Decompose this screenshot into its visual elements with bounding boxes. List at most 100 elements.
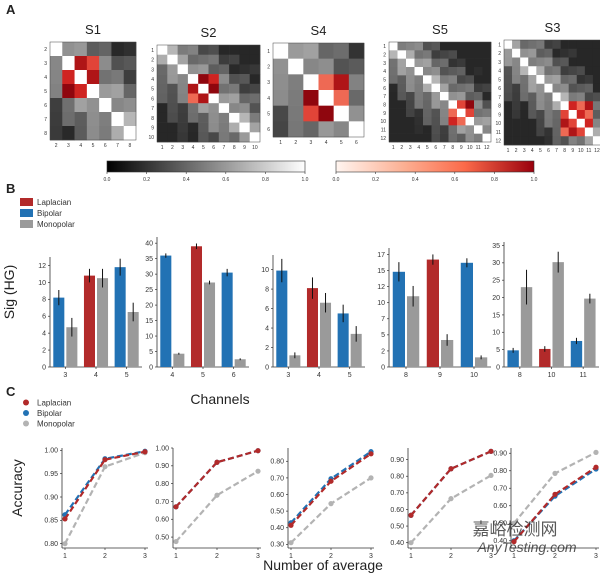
heatmap-cell: [584, 66, 594, 76]
heatmap-cell: [187, 74, 199, 85]
heatmap-cell: [482, 92, 492, 101]
bar-monopolar: [173, 353, 185, 367]
heatmap-cell: [568, 92, 578, 102]
y-tick-label: 5: [381, 332, 385, 339]
y-tick-label: 0.80: [155, 481, 169, 488]
point-laplacian: [288, 522, 294, 528]
heatmap-cell: [74, 98, 88, 113]
heatmap-cell: [576, 40, 586, 50]
heatmap-y-tick: 8: [44, 131, 47, 137]
heatmap-cell: [431, 92, 441, 101]
heatmap-cell: [576, 57, 586, 67]
heatmap-cell: [249, 122, 261, 133]
heatmap-cell: [482, 75, 492, 84]
heatmap-cell: [465, 100, 475, 109]
heatmap-cell: [218, 74, 230, 85]
heatmap-cell: [474, 50, 483, 59]
heatmap-cell: [414, 75, 424, 84]
heatmap-cell: [512, 118, 521, 128]
heatmap-cell: [423, 75, 432, 84]
heatmap-cell: [111, 56, 125, 71]
heatmap-cell: [249, 74, 261, 85]
bar-monopolar: [97, 278, 109, 367]
colorbar-tick-label: 0.2: [372, 177, 379, 183]
heatmap-cell: [482, 100, 492, 109]
heatmap-cell: [465, 92, 475, 101]
bar-monopolar: [441, 339, 454, 367]
heatmap-y-tick: 8: [151, 116, 154, 122]
heatmap-cell: [465, 125, 475, 134]
x-tick-label: 11: [580, 372, 587, 379]
line-monopolar: [290, 476, 372, 544]
panel-label-a: A: [6, 2, 16, 17]
y-tick-label: 0.80: [270, 459, 284, 466]
heatmap-cell: [414, 125, 424, 134]
heatmap-cell: [303, 90, 319, 106]
x-tick-label: 9: [438, 372, 442, 379]
heatmap-cell: [414, 108, 424, 118]
heatmap-cell: [440, 75, 449, 84]
heatmap-border: [503, 39, 600, 146]
heatmap-cell: [239, 64, 250, 75]
bar-laplacian: [539, 348, 551, 367]
heatmap-cell: [592, 75, 600, 85]
heatmap-cell: [397, 133, 407, 143]
heatmap-cell: [568, 136, 578, 146]
heatmap-x-tick: 4: [531, 148, 534, 154]
x-tick-label: 1: [63, 553, 67, 560]
x-tick-label: 4: [170, 372, 174, 379]
heatmap-cell: [440, 42, 449, 51]
heatmap-cell: [348, 43, 365, 59]
heatmap-cell: [448, 50, 458, 59]
bar-subplot-5: 0 5 10 15 20 25 30 35 8 10 11: [492, 242, 599, 379]
heatmap-cell: [584, 110, 594, 120]
heatmap-cell: [303, 43, 319, 59]
heatmap-cell: [167, 132, 178, 143]
heatmap-y-tick: 4: [151, 77, 154, 83]
y-tick-label: 0.70: [390, 490, 404, 497]
heatmap-cell: [528, 92, 537, 102]
heatmap-cell: [512, 127, 521, 137]
heatmap-cell: [389, 42, 398, 51]
point-monopolar: [62, 541, 68, 547]
heatmap-cell: [198, 83, 209, 94]
heatmap-x-tick: 1: [161, 145, 164, 151]
heatmap-x-tick: 8: [233, 145, 236, 151]
line-y-axis-label: Accuracy: [9, 459, 25, 517]
heatmap-cell: [348, 105, 365, 122]
bar-subplot-1: 0 2 4 6 8 10 12 3 4 5: [38, 257, 142, 379]
y-tick-label: 5: [149, 349, 153, 356]
point-laplacian: [408, 512, 414, 518]
heatmap-cell: [198, 103, 209, 114]
heatmap-cell: [198, 112, 209, 123]
point-monopolar: [448, 496, 454, 502]
heatmap-cell: [348, 58, 365, 75]
legend-label-laplacian: Laplacian: [37, 399, 71, 408]
heatmap-cell: [423, 133, 432, 143]
heatmap-cell: [157, 103, 168, 114]
y-tick-label: 2: [42, 347, 46, 354]
heatmap-cell: [457, 83, 466, 93]
heatmap-cell: [229, 83, 240, 94]
y-tick-label: 8: [265, 286, 269, 293]
heatmap-cell: [584, 92, 594, 102]
heatmap-y-tick: 4: [383, 69, 386, 75]
heatmap-cell: [520, 83, 529, 93]
heatmap-cell: [465, 83, 475, 93]
heatmap-y-tick: 5: [267, 112, 270, 118]
heatmap-cell: [218, 83, 230, 94]
heatmap-cell: [592, 110, 600, 120]
heatmap-y-tick: 5: [44, 89, 47, 95]
heatmap-cell: [520, 101, 529, 111]
x-tick-label: 3: [143, 553, 147, 560]
heatmap-y-tick: 10: [148, 135, 154, 141]
heatmap-cell: [457, 108, 466, 118]
heatmap-cell: [389, 58, 398, 68]
y-tick-label: 0.80: [493, 468, 507, 475]
y-tick-label: 0.70: [155, 499, 169, 506]
heatmap-cell: [520, 136, 529, 146]
heatmap-cell: [318, 43, 334, 59]
